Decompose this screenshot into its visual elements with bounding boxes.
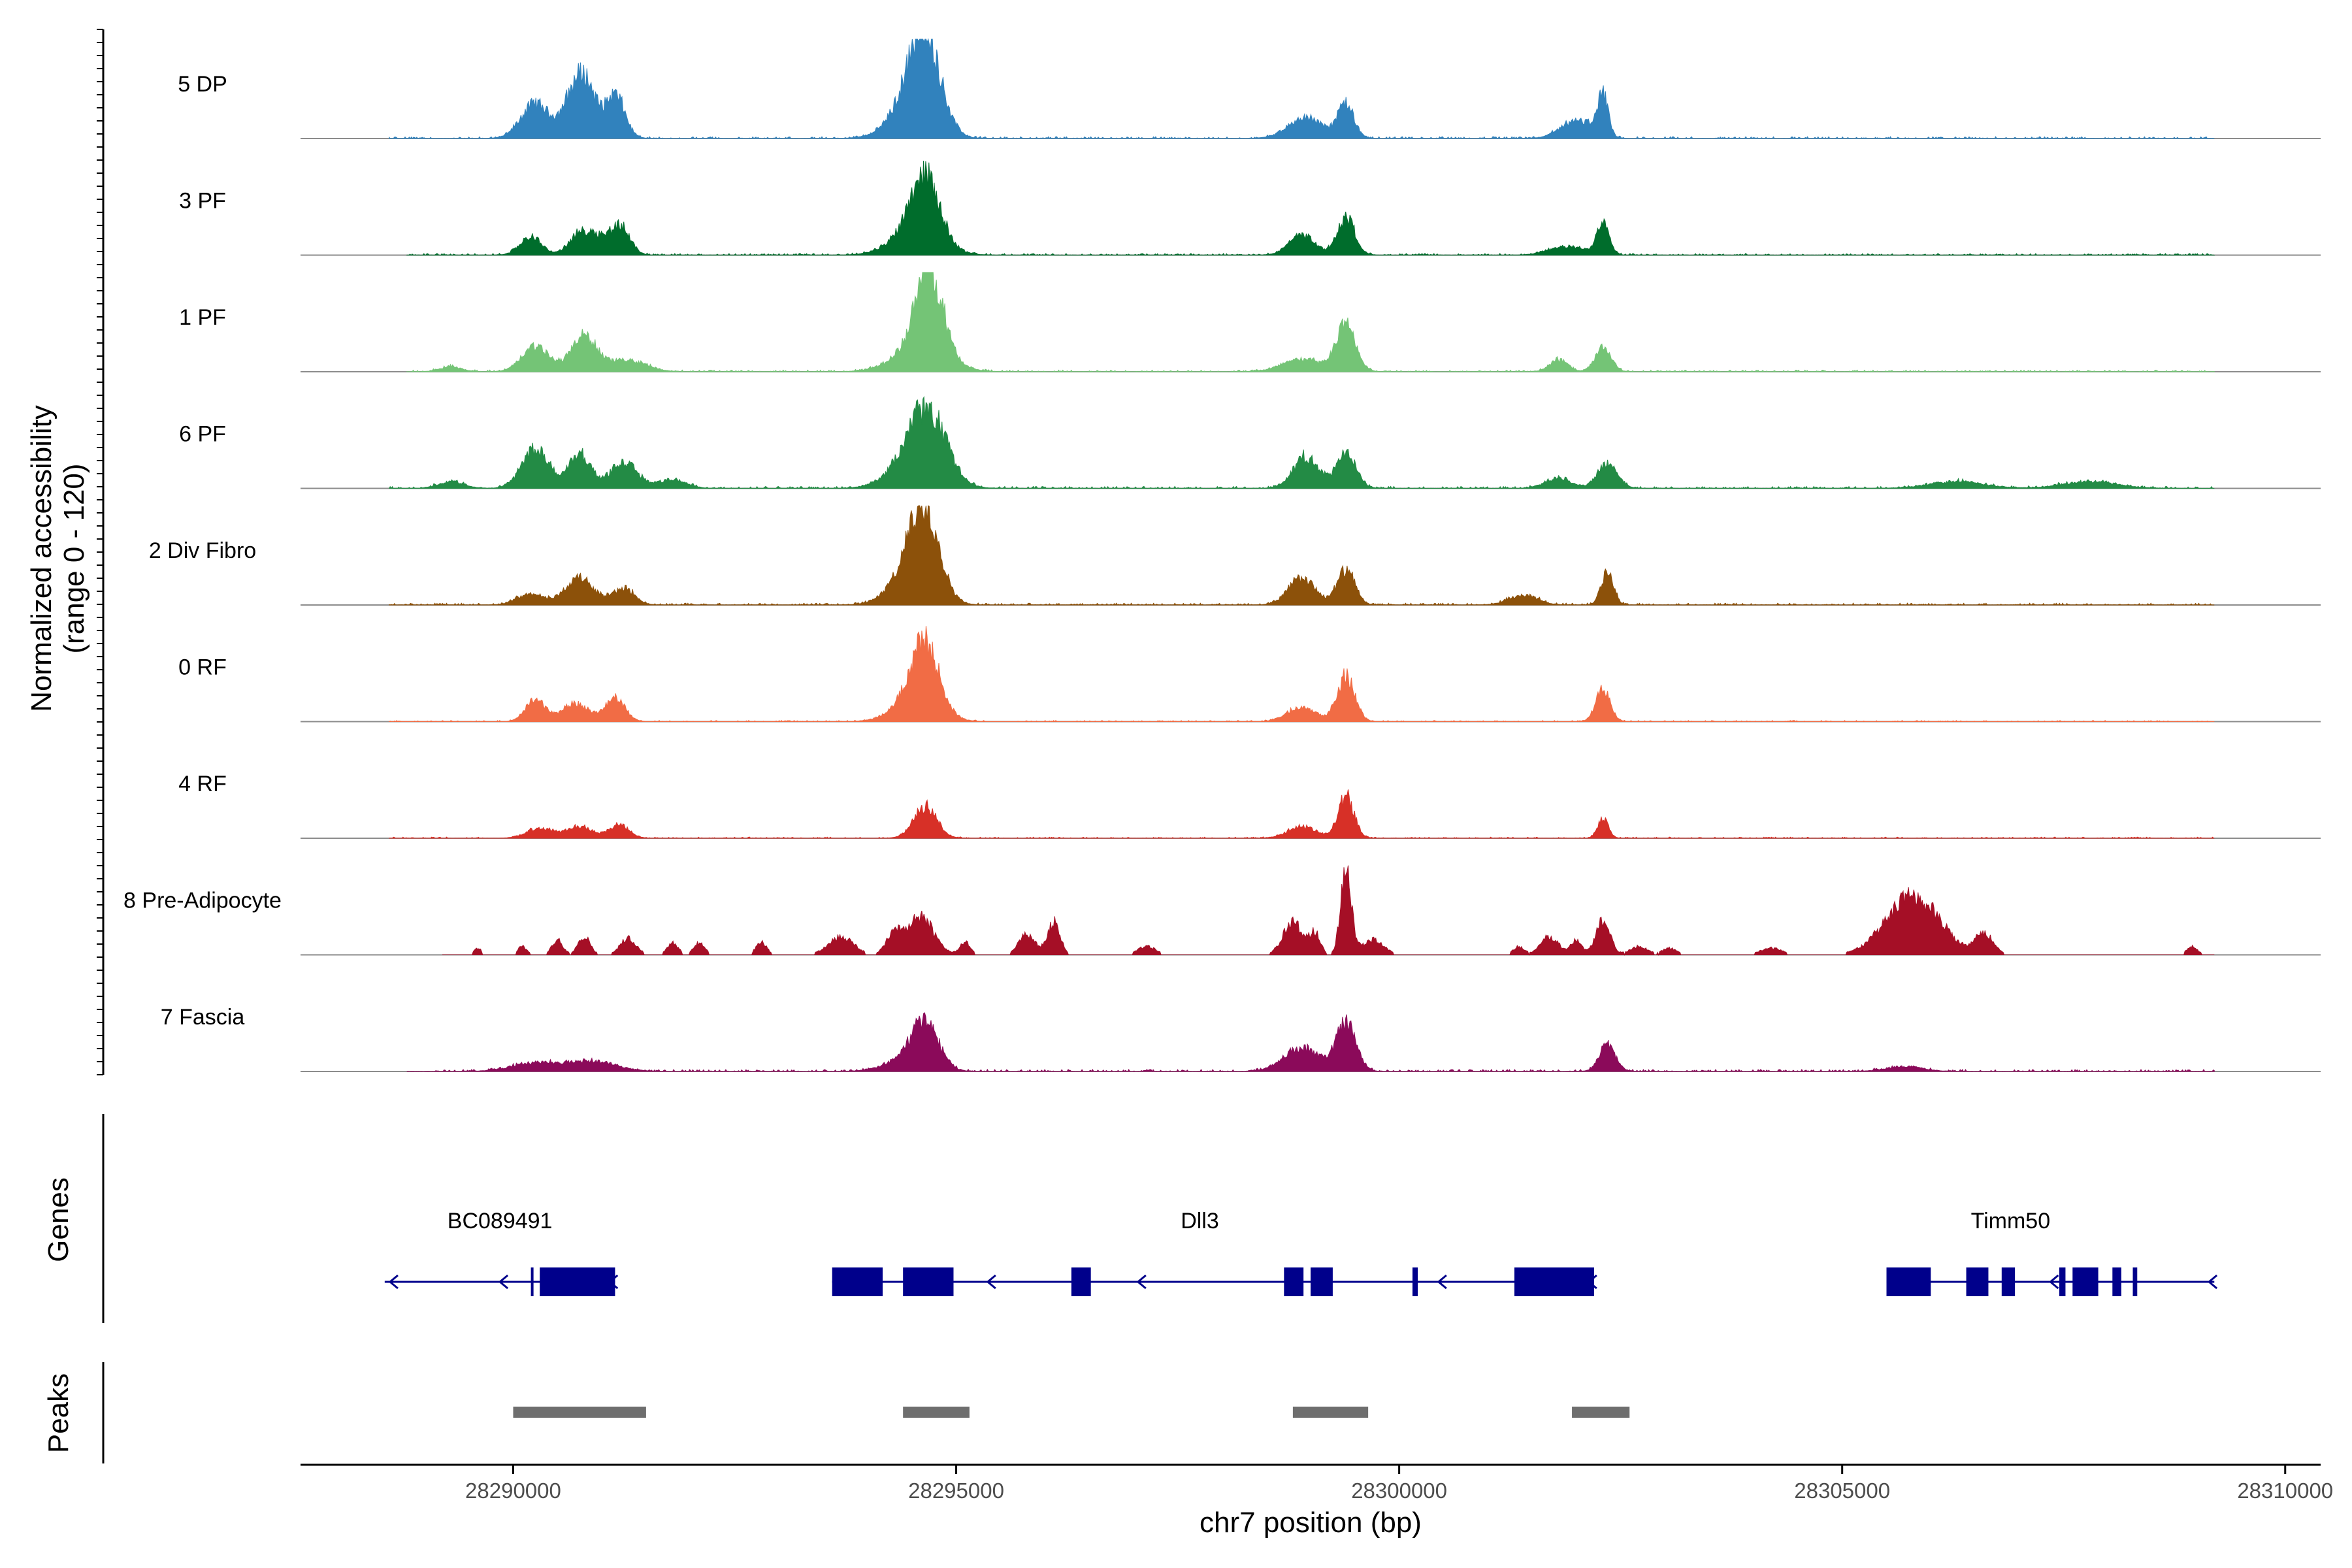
strand-arrow [1437, 1274, 1447, 1290]
track-5-dp: 5 DP [178, 38, 2321, 139]
strand-arrow [2207, 1274, 2218, 1290]
coverage-tracks: 5 DP 3 PF 1 PF 6 PF 2 Div Fibro 0 RF 4 RF 8 Pre… [123, 38, 2321, 1073]
exon [1284, 1267, 1304, 1296]
strand-arrow [388, 1274, 399, 1290]
x-axis: 28290000 28295000 28300000 28305000 28310000 [301, 1463, 2333, 1503]
coverage-area [406, 1012, 2215, 1073]
track-1-pf: 1 PF [179, 272, 2321, 372]
track-label: 4 RF [178, 772, 227, 796]
peak-region [903, 1407, 970, 1418]
exon [903, 1267, 954, 1296]
coverage-area [406, 272, 2215, 372]
track-2-div-fibro: 2 Div Fibro [149, 505, 2321, 606]
coverage-area [389, 38, 2215, 139]
coverage-area [406, 160, 2215, 256]
x-tick-label: 28300000 [1351, 1478, 1447, 1503]
exon [2001, 1267, 2016, 1296]
genes-panel-title: Genes [42, 1177, 74, 1262]
track-label: 3 PF [179, 189, 226, 214]
coverage-area [389, 626, 2215, 723]
gene-label: Timm50 [1971, 1209, 2051, 1233]
exon [1514, 1267, 1594, 1296]
exon [2132, 1267, 2138, 1296]
exon [832, 1267, 883, 1296]
track-4-rf: 4 RF [178, 772, 2321, 839]
peak-region [513, 1407, 646, 1418]
track-label: 7 Fascia [161, 1005, 245, 1030]
peak-region [1292, 1407, 1369, 1418]
coverage-area [389, 505, 2215, 606]
track-0-rf: 0 RF [178, 626, 2321, 723]
gene-label: Dll3 [1181, 1209, 1219, 1233]
track-8-pre-adipocyte: 8 Pre-Adipocyte [123, 865, 2321, 956]
track-label: 6 PF [179, 422, 226, 447]
peak-region-track [513, 1407, 1630, 1418]
x-tick-label: 28295000 [908, 1478, 1004, 1503]
x-tick-label: 28290000 [465, 1478, 561, 1503]
exon [2112, 1267, 2121, 1296]
exon [1966, 1267, 1989, 1296]
gene-label: BC089491 [448, 1209, 553, 1233]
exon [531, 1267, 534, 1296]
track-label: 1 PF [179, 305, 226, 330]
track-label: 5 DP [178, 72, 227, 97]
exon [1886, 1267, 1931, 1296]
exon [2059, 1267, 2066, 1296]
coverage-area [442, 865, 2215, 956]
x-tick-label: 28310000 [2237, 1478, 2333, 1503]
gene-annotation-track: BC089491 Dll3 Timm50 [384, 1209, 2218, 1296]
y-axis [97, 29, 105, 1075]
gene-timm50: Timm50 [1886, 1209, 2218, 1296]
track-7-fascia: 7 Fascia [161, 1005, 2321, 1073]
strand-arrow [498, 1274, 509, 1290]
track-label: 0 RF [178, 655, 227, 680]
track-3-pf: 3 PF [179, 160, 2321, 256]
x-axis-title: chr7 position (bp) [1200, 1507, 1422, 1539]
gene-bc089491: BC089491 [384, 1209, 619, 1296]
track-6-pf: 6 PF [179, 395, 2321, 489]
track-label: 8 Pre-Adipocyte [123, 889, 282, 913]
y-axis-title: Normalized accessibility [25, 405, 57, 711]
gene-dll3: Dll3 [832, 1209, 1597, 1296]
exon [540, 1267, 615, 1296]
strand-arrow [2049, 1274, 2059, 1290]
peaks-panel-title: Peaks [42, 1373, 74, 1453]
exon [1071, 1267, 1091, 1296]
x-tick-label: 28305000 [1794, 1478, 1890, 1503]
track-label: 2 Div Fibro [149, 538, 256, 563]
exon [1311, 1267, 1333, 1296]
exon [2072, 1267, 2099, 1296]
coverage-area [389, 789, 2215, 839]
coverage-area [389, 395, 2215, 489]
exon [1412, 1267, 1418, 1296]
peak-region [1572, 1407, 1630, 1418]
strand-arrow [986, 1274, 996, 1290]
y-axis-range: (range 0 - 120) [58, 463, 90, 653]
strand-arrow [1136, 1274, 1147, 1290]
